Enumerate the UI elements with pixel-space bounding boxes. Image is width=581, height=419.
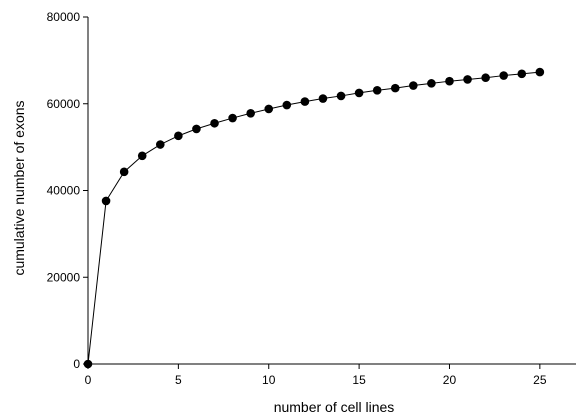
data-point bbox=[192, 124, 201, 134]
x-axis-title: number of cell lines bbox=[274, 399, 395, 415]
data-point bbox=[300, 97, 310, 106]
data-point bbox=[390, 83, 400, 93]
data-point bbox=[354, 88, 364, 98]
series-line bbox=[87, 71, 540, 365]
y-tick-label: 60000 bbox=[47, 97, 81, 111]
data-point bbox=[264, 104, 274, 114]
y-tick-label: 40000 bbox=[47, 184, 81, 198]
x-tick-label: 5 bbox=[175, 373, 182, 387]
data-point bbox=[517, 69, 527, 79]
x-tick-label: 10 bbox=[262, 373, 276, 387]
data-point bbox=[535, 67, 545, 77]
x-tick-label: 25 bbox=[533, 373, 547, 387]
data-point bbox=[228, 113, 237, 123]
y-tick-label: 0 bbox=[73, 357, 80, 371]
data-point bbox=[101, 196, 111, 206]
x-tick-label: 15 bbox=[352, 373, 366, 387]
data-point bbox=[499, 71, 509, 80]
axes bbox=[87, 17, 576, 365]
data-point bbox=[83, 359, 93, 369]
data-point bbox=[282, 100, 292, 110]
data-point bbox=[372, 86, 382, 95]
data-point bbox=[119, 167, 129, 177]
data-point bbox=[174, 131, 183, 141]
data-point bbox=[445, 76, 454, 86]
y-axis-title: cumulative number of exons bbox=[11, 100, 27, 275]
data-point bbox=[137, 151, 147, 161]
data-point bbox=[427, 79, 436, 88]
data-point bbox=[318, 94, 328, 103]
data-point bbox=[409, 81, 418, 90]
data-point bbox=[156, 140, 165, 149]
x-tick-label: 20 bbox=[443, 373, 457, 387]
axis-ticks: 0 20000 40000 60000 80000 0 5 10 15 20 25 bbox=[47, 10, 547, 387]
data-point bbox=[246, 108, 255, 118]
data-point bbox=[336, 91, 346, 101]
y-tick-label: 20000 bbox=[47, 270, 81, 284]
data-point bbox=[463, 75, 472, 84]
x-tick-label: 0 bbox=[85, 373, 92, 387]
data-series bbox=[83, 67, 545, 369]
data-point bbox=[481, 73, 490, 83]
y-tick-label: 80000 bbox=[47, 10, 81, 24]
data-point bbox=[210, 118, 219, 128]
